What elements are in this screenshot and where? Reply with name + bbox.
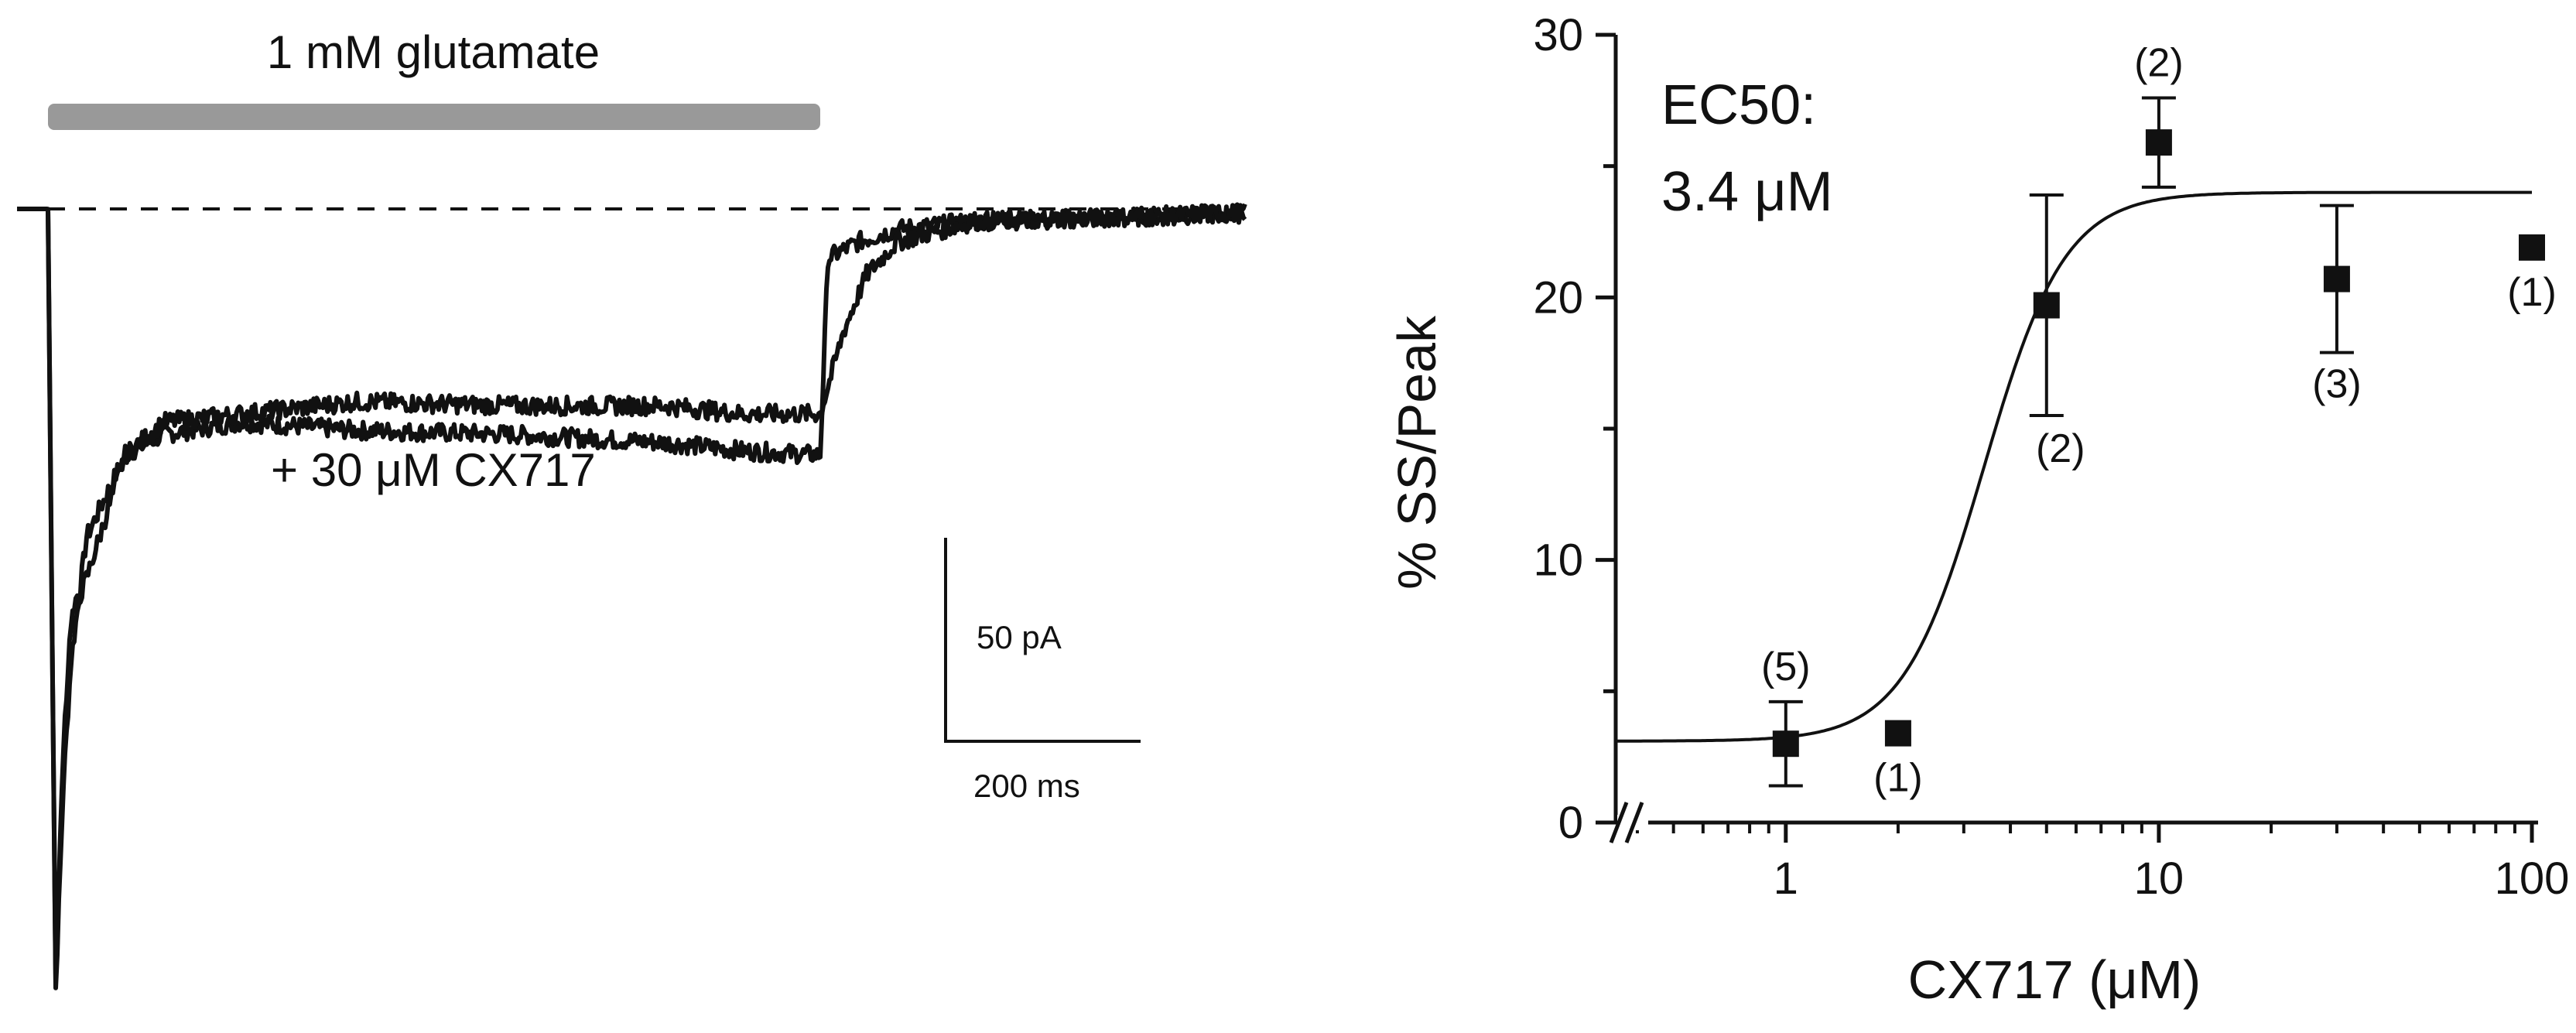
scale-bar-time-label: 200 ms <box>973 768 1080 804</box>
data-point <box>1772 730 1799 758</box>
n-label: (2) <box>2134 40 2184 85</box>
x-tick-label: 10 <box>2134 853 2184 904</box>
n-label: (5) <box>1761 645 1811 689</box>
x-axis-title: CX717 (μM) <box>1908 949 2201 1010</box>
dose-response-panel: 0 10 20 30 1 10 100 EC50: 3.4 μM % SS/Peak CX7… <box>1387 10 2569 1010</box>
traces-layer <box>16 202 1247 990</box>
data-point <box>2323 265 2350 292</box>
axis-break-slash <box>1624 802 1644 843</box>
x-tick-label: 1 <box>1774 853 1798 904</box>
current-trace-control <box>16 202 1247 990</box>
n-label: (1) <box>2507 270 2557 315</box>
points-layer: (5) (1) (2) (2) (3) (1) <box>1761 40 2557 800</box>
y-axis-title: % SS/Peak <box>1387 315 1447 590</box>
y-tick-label: 30 <box>1533 10 1583 60</box>
x-tick-label: 100 <box>2495 853 2570 904</box>
scale-bar-current-label: 50 pA <box>977 619 1062 655</box>
drug-label: + 30 μM CX717 <box>271 444 596 496</box>
data-point <box>2519 234 2545 261</box>
axis-break-slash <box>1609 802 1629 843</box>
data-point <box>2033 292 2060 319</box>
y-tick-label: 0 <box>1558 798 1583 848</box>
current-traces-panel: 1 mM glutamate + 30 μM CX717 50 pA 200 m… <box>16 26 1247 990</box>
n-label: (3) <box>2312 362 2362 407</box>
y-tick-label: 20 <box>1533 272 1583 323</box>
y-tick-label: 10 <box>1533 535 1583 586</box>
data-point <box>1884 720 1911 747</box>
ec50-label-line1: EC50: <box>1661 74 1816 136</box>
hill-fit-curve <box>1616 190 2532 743</box>
current-trace-cx717 <box>16 203 1247 983</box>
n-label: (1) <box>1873 756 1923 801</box>
data-point <box>2145 129 2172 156</box>
agonist-application-bar <box>48 104 820 130</box>
axes-layer: 0 10 20 30 1 10 100 <box>1533 10 2569 904</box>
n-label: (2) <box>2036 426 2085 471</box>
ec50-label-line2: 3.4 μM <box>1661 161 1833 223</box>
fit-layer <box>1616 190 2532 743</box>
agonist-label: 1 mM glutamate <box>267 26 600 78</box>
scale-bar: 50 pA 200 ms <box>944 538 1141 804</box>
